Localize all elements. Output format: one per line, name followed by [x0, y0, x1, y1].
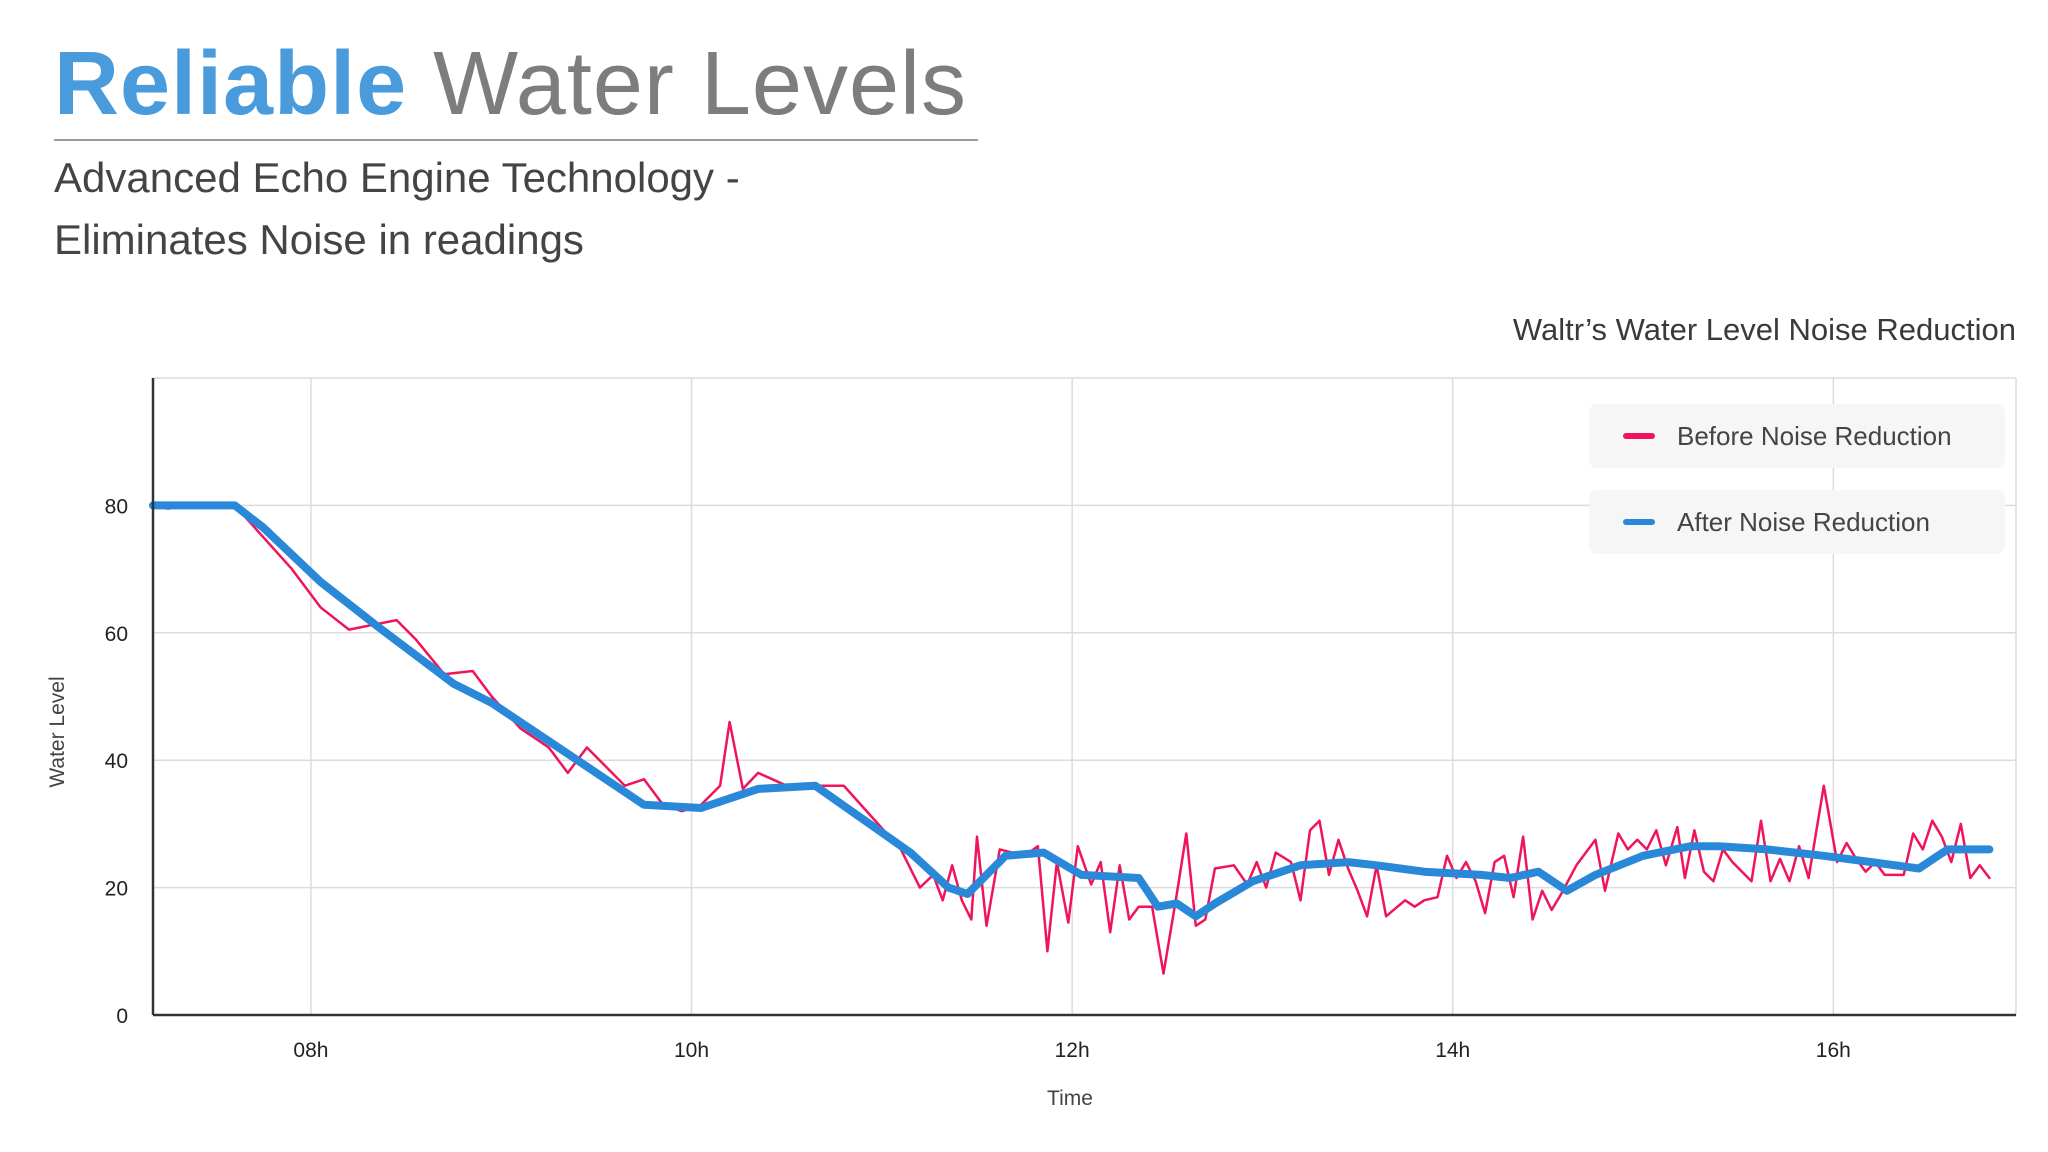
grid-layer [153, 377, 2017, 1015]
legend-label-before: Before Noise Reduction [1677, 420, 1952, 451]
y-tick-label-0: 0 [116, 1005, 128, 1028]
page-title-accent: Reliable [54, 34, 408, 134]
page-title-rest: Water Levels [433, 34, 968, 134]
legend-swatch-after [1623, 519, 1655, 525]
legend-item-before[interactable]: Before Noise Reduction [1589, 404, 2005, 468]
y-axis-label: Water Level [46, 676, 69, 787]
y-tick-label-80: 80 [105, 495, 128, 518]
legend-swatch-before [1623, 433, 1655, 439]
x-tick-label-16h: 16h [1816, 1039, 1851, 1062]
x-tick-label-08h: 08h [293, 1039, 328, 1062]
y-tick-label-40: 40 [105, 750, 128, 773]
title-divider [54, 139, 978, 141]
chart-title: Waltr’s Water Level Noise Reduction [1512, 312, 2016, 347]
subtitle-line-1: Advanced Echo Engine Technology - [54, 154, 740, 201]
x-axis-label: Time [1047, 1087, 1093, 1110]
page-subtitle: Advanced Echo Engine Technology - Elimin… [54, 147, 740, 271]
series-line-before-noise-reduction [151, 502, 1991, 975]
y-tick-label-60: 60 [105, 623, 128, 646]
x-tick-label-14h: 14h [1435, 1039, 1470, 1062]
series-layer [149, 501, 1994, 975]
series-line-after-noise-reduction [149, 501, 1994, 921]
page-title: Reliable Water Levels [54, 30, 967, 138]
x-tick-label-10h: 10h [674, 1039, 709, 1062]
x-tick-label-12h: 12h [1055, 1039, 1090, 1062]
legend-label-after: After Noise Reduction [1677, 506, 1930, 537]
subtitle-line-2: Eliminates Noise in readings [54, 216, 584, 263]
axis-layer [151, 378, 2016, 1017]
legend-item-after[interactable]: After Noise Reduction [1589, 490, 2005, 554]
y-tick-label-20: 20 [105, 878, 128, 901]
tick-label-layer: 08h 10h 12h 14h 16h 0 20 40 60 80 [105, 495, 1851, 1062]
